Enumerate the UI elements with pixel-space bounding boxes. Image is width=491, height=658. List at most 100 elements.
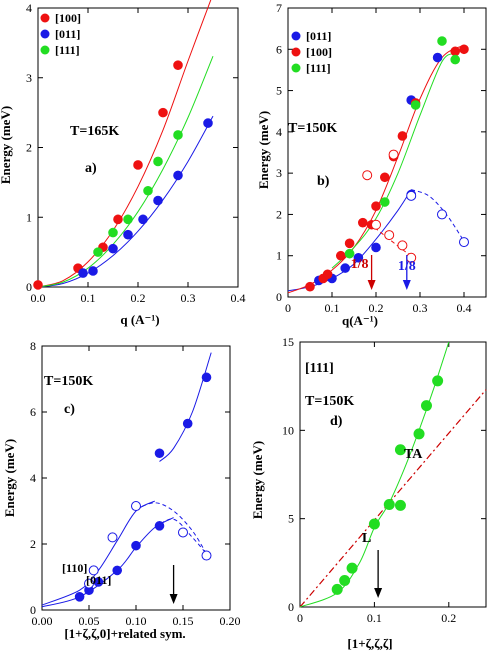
panel-a-ytick-label: 0	[26, 280, 32, 294]
panel-b-curve-green	[331, 52, 456, 269]
panel-a: T=165K a) q (A⁻¹) Energy (meV) 0.0 0.1 0.2…	[0, 0, 246, 327]
panel-c-ytick-label: 4	[30, 471, 36, 485]
panel-a-xtick-label: 0.4	[231, 291, 246, 305]
panel-a-xtick-label: 0.0	[31, 291, 46, 305]
panel-a-point-blue	[138, 214, 148, 225]
panel-a-curve-blue	[37, 115, 214, 288]
panel-a-legend-label: [011]	[55, 27, 80, 41]
panel-b-ytick-label: 6	[276, 42, 282, 56]
panel-c-open-point	[107, 532, 118, 543]
panel-d-label-l: L	[362, 531, 371, 546]
panel-c-point	[201, 372, 212, 383]
panel-a-point-red	[113, 214, 123, 225]
panel-d-xlabel: [1+ζ,ζ,ζ]	[347, 636, 392, 651]
panel-b-ylabel: Energy (meV)	[256, 111, 271, 189]
panel-b-ytick-label: 1	[276, 249, 282, 263]
panel-b-marker-label-1: 1/8	[351, 257, 369, 272]
panel-c: T=150K c) [1+ζ,ζ,0]+related sym. Energy …	[2, 339, 241, 641]
panel-b-open-red	[371, 219, 381, 230]
panel-b-open-blue	[406, 190, 417, 201]
panel-c-label-110: [110]	[62, 561, 87, 575]
panel-c-xtick-label: 0.20	[220, 614, 241, 628]
panel-b-point-blue	[340, 263, 351, 273]
panel-d-ytick-label: 5	[288, 512, 294, 526]
panel-b-label: b)	[317, 174, 330, 189]
panel-d-annotation: T=150K	[305, 394, 354, 409]
panel-b-open-blue	[437, 209, 447, 220]
panel-b-point-red	[450, 46, 461, 57]
panel-b-point-red	[459, 44, 469, 55]
panel-c-point	[154, 448, 165, 459]
panel-b-open-red	[397, 240, 408, 251]
panel-a-point-green	[93, 247, 103, 257]
panel-a-legend-marker	[40, 45, 50, 55]
panel-a-point-red	[33, 280, 43, 290]
panel-b-ytick-label: 7	[276, 1, 282, 15]
panel-c-dashed-1	[154, 518, 207, 555]
panel-b-point-red	[344, 238, 355, 249]
panel-c-xtick-label: 0.05	[79, 614, 100, 628]
panel-c-curve-2	[159, 352, 212, 462]
panel-a-xtick-label: 0.1	[81, 291, 96, 305]
panel-c-xlabel: [1+ζ,ζ,0]+related sym.	[64, 626, 185, 641]
panel-a-ylabel: Energy (meV)	[0, 106, 13, 184]
panel-c-open-point	[131, 501, 141, 512]
panel-d-ytick-label: 15	[282, 335, 294, 349]
panel-a-point-blue	[203, 118, 213, 128]
panel-a-point-blue	[78, 268, 88, 278]
panel-b-open-blue	[459, 237, 469, 248]
panel-d-point	[368, 518, 380, 530]
panel-c-ylabel: Energy (meV)	[2, 439, 17, 517]
panel-b-point-red	[371, 201, 381, 211]
panel-a-legend-label: [111]	[55, 43, 80, 57]
panel-a-point-blue	[108, 243, 118, 254]
panel-c-ytick-label: 0	[30, 603, 36, 617]
panel-a-legend-marker	[40, 29, 50, 39]
panel-a-point-blue	[88, 266, 98, 276]
panel-c-point	[93, 577, 104, 587]
panel-a-legend-label: [100]	[55, 11, 81, 25]
panel-c-label: c)	[64, 402, 75, 417]
panel-a-point-red	[158, 107, 168, 118]
panel-c-point	[154, 521, 165, 531]
panel-b-frame	[287, 7, 487, 298]
panel-a-point-green	[173, 130, 183, 140]
panel-b-point-blue	[432, 52, 443, 63]
panel-a-point-red	[133, 160, 143, 170]
panel-d-point	[420, 400, 432, 412]
panel-c-ytick-label: 2	[30, 537, 36, 551]
panel-a-point-blue	[153, 195, 163, 206]
panel-b-ytick-label: 5	[276, 84, 282, 98]
panel-b-legend-label: [111]	[306, 61, 331, 75]
panel-a-ytick-label: 2	[26, 141, 32, 155]
panel-d-point	[346, 562, 358, 574]
panel-b-open-red	[384, 230, 395, 241]
panel-a-point-green	[108, 227, 118, 238]
panel-b: T=150K b) q(A⁻¹) Energy (meV) 0 0.1 0.2 0.3…	[256, 1, 487, 328]
panel-d-point	[394, 499, 406, 511]
panel-d-label: d)	[330, 414, 343, 429]
panel-c-point	[131, 540, 141, 551]
panel-d-ytick-label: 10	[282, 423, 294, 437]
panel-a-label: a)	[85, 161, 97, 176]
panel-b-ytick-label: 2	[276, 207, 282, 221]
panel-d-label-ta: TA	[404, 447, 423, 462]
panel-b-open-red	[362, 170, 373, 181]
panel-b-point-red	[335, 250, 346, 261]
panel-d-ylabel: Energy (meV)	[250, 441, 265, 519]
panel-c-open-point	[178, 527, 188, 538]
panel-a-point-red	[173, 60, 183, 70]
panel-b-curve-red	[287, 44, 465, 294]
panel-c-ytick-label: 6	[30, 405, 36, 419]
panel-a-xlabel: q (A⁻¹)	[120, 312, 159, 327]
panel-a-annotation: T=165K	[70, 124, 119, 139]
panel-a-curve-green	[37, 55, 214, 288]
panel-b-xtick-label: 0.2	[369, 301, 384, 315]
panel-b-legend-marker	[291, 47, 301, 57]
panel-d-point	[432, 375, 444, 387]
panel-b-ytick-label: 4	[276, 125, 282, 139]
panel-d-arrow-head	[374, 588, 383, 598]
panel-c-point	[182, 418, 193, 429]
panel-c-arrow-head	[169, 594, 178, 604]
